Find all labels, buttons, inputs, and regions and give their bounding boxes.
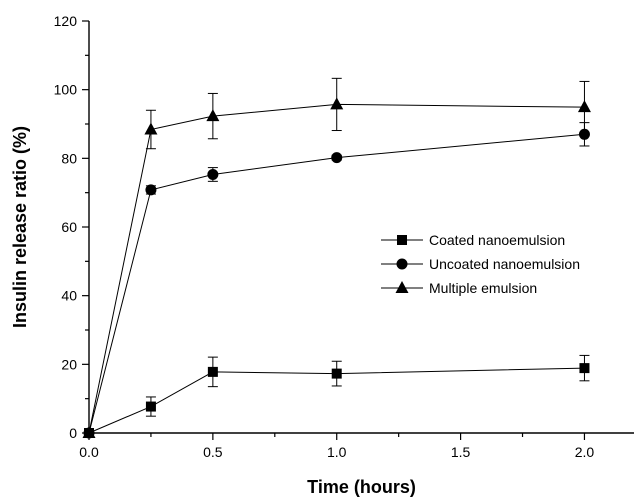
- y-tick-label: 100: [54, 82, 78, 98]
- legend-label: Uncoated nanoemulsion: [429, 256, 580, 272]
- legend-marker: [395, 281, 409, 293]
- x-tick-label: 0.0: [79, 444, 99, 460]
- legend-item: Multiple emulsion: [381, 280, 537, 296]
- data-point: [577, 100, 591, 113]
- x-tick-label: 1.5: [451, 444, 471, 460]
- y-tick-label: 80: [61, 150, 77, 166]
- data-point: [579, 363, 590, 374]
- y-tick-label: 120: [54, 13, 78, 29]
- data-point: [578, 128, 590, 140]
- y-ticks: 0 20 40 60 80 100 120: [54, 13, 89, 441]
- data-point: [331, 368, 342, 379]
- data-point: [330, 97, 344, 110]
- data-point: [145, 184, 157, 196]
- legend-item: Coated nanoemulsion: [381, 232, 565, 248]
- x-tick-label: 2.0: [575, 444, 595, 460]
- data-point: [82, 426, 96, 438]
- legend-item: Uncoated nanoemulsion: [381, 256, 580, 272]
- y-axis-title: Insulin release ratio (%): [10, 126, 30, 328]
- y-tick-label: 0: [69, 425, 77, 441]
- plot-series: [82, 77, 591, 439]
- data-point: [145, 401, 156, 412]
- legend: Coated nanoemulsion Uncoated nanoemulsion…: [381, 232, 580, 296]
- series-triangle: [82, 77, 591, 438]
- y-tick-label: 20: [61, 356, 77, 372]
- x-tick-label: 1.0: [327, 444, 347, 460]
- x-axis-title: Time (hours): [307, 477, 416, 497]
- legend-label: Coated nanoemulsion: [429, 232, 565, 248]
- data-point: [207, 168, 219, 180]
- x-tick-label: 0.5: [203, 444, 223, 460]
- data-point: [207, 366, 218, 377]
- x-ticks: 0.0 0.5 1.0 1.5 2.0: [79, 433, 594, 460]
- series-square: [84, 354, 590, 438]
- legend-marker: [396, 258, 408, 270]
- y-tick-label: 40: [61, 288, 77, 304]
- data-point: [331, 152, 343, 164]
- legend-label: Multiple emulsion: [429, 280, 537, 296]
- y-tick-label: 60: [61, 219, 77, 235]
- data-point: [206, 109, 220, 122]
- axes: 0.0 0.5 1.0 1.5 2.0 0 20 40 60 80 100 120: [54, 13, 634, 460]
- data-point: [144, 122, 158, 135]
- legend-marker: [397, 235, 407, 245]
